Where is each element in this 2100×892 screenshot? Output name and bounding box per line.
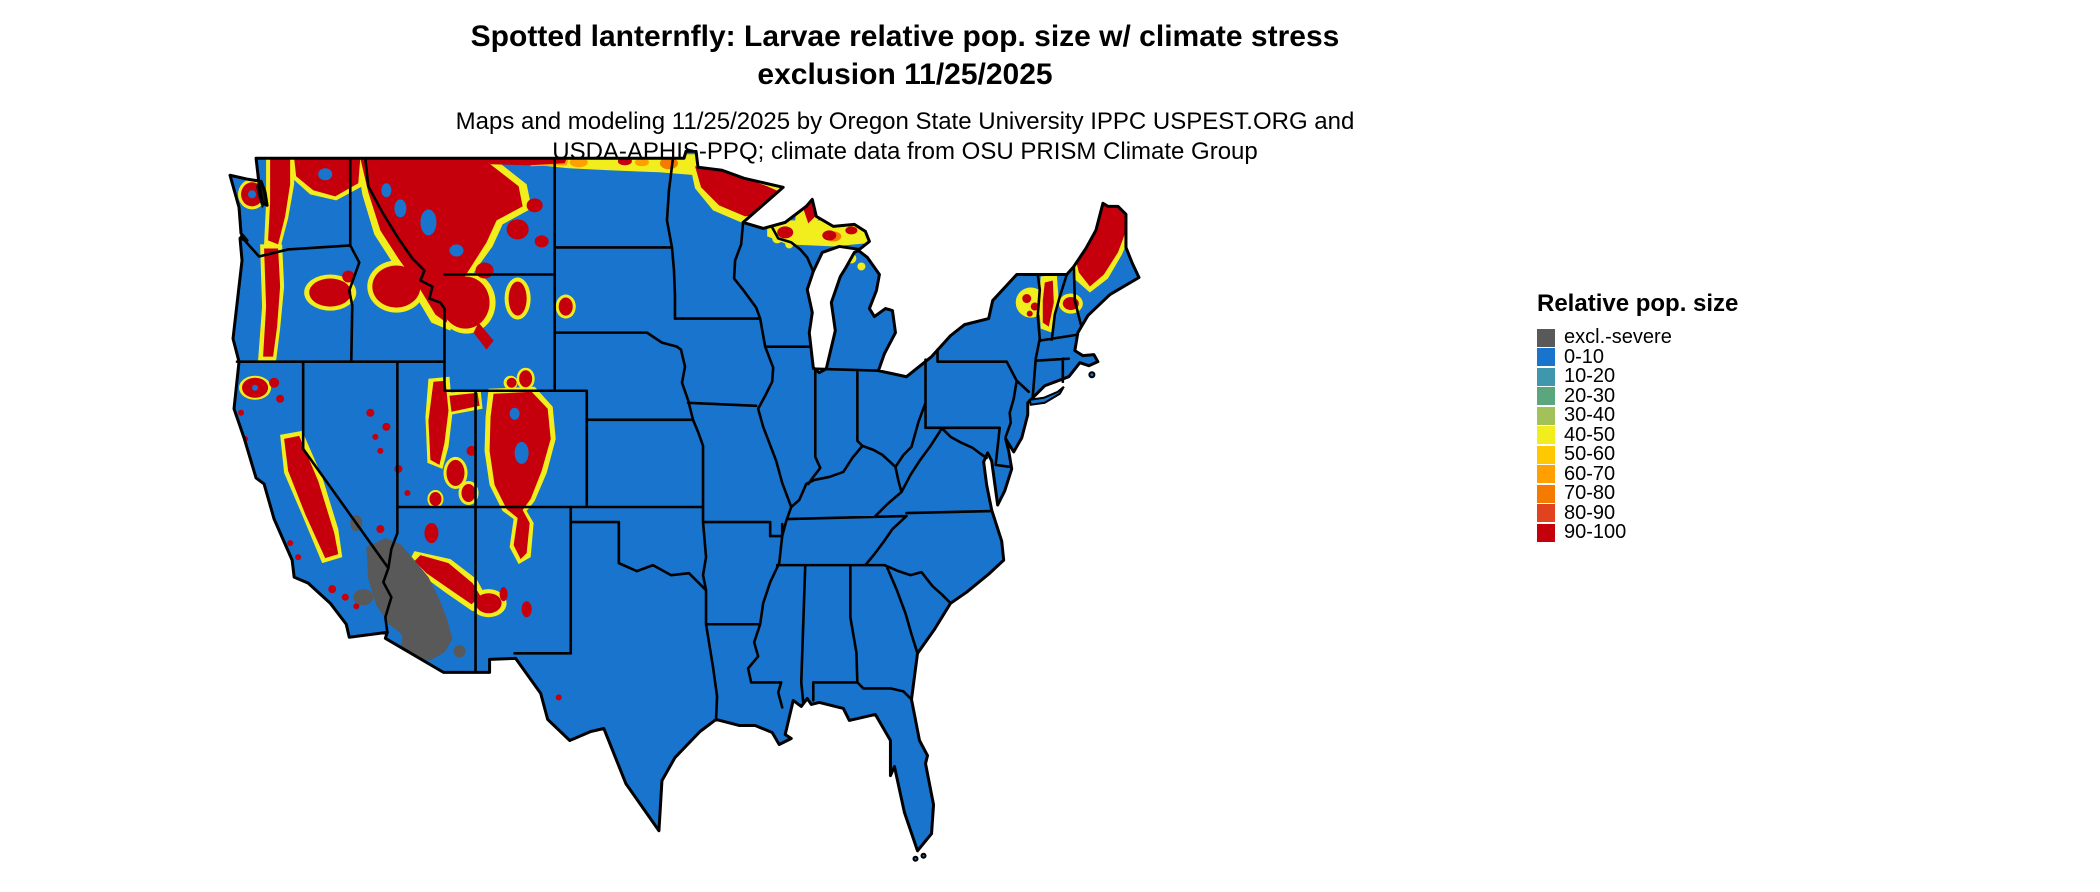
state-borders — [235, 156, 1083, 721]
legend-swatch-30-40 — [1537, 406, 1555, 425]
legend: Relative pop. size excl.-severe 0-10 10-… — [1537, 290, 1738, 543]
legend-label: 50-60 — [1564, 443, 1616, 466]
legend-item-50-60: 50-60 — [1537, 443, 1738, 466]
figure-subtitle: Maps and modeling 11/25/2025 by Oregon S… — [0, 107, 1810, 167]
legend-item-0-10: 0-10 — [1537, 345, 1738, 368]
legend-label: 90-100 — [1564, 521, 1627, 544]
severity-overlay — [238, 154, 1133, 701]
title-line-2: exclusion 11/25/2025 — [757, 58, 1053, 92]
legend-swatch-0-10 — [1537, 348, 1555, 367]
legend-item-60-70: 60-70 — [1537, 462, 1738, 485]
legend-swatch-10-20 — [1537, 367, 1555, 386]
legend-swatch-20-30 — [1537, 387, 1555, 406]
legend-swatch-80-90 — [1537, 504, 1555, 523]
legend-label: 0-10 — [1564, 345, 1605, 368]
subtitle-line-1: Maps and modeling 11/25/2025 by Oregon S… — [455, 107, 1355, 135]
legend-item-40-50: 40-50 — [1537, 423, 1738, 446]
legend-swatch-90-100 — [1537, 523, 1555, 542]
legend-title: Relative pop. size — [1537, 290, 1739, 317]
legend-item-10-20: 10-20 — [1537, 365, 1738, 388]
map-container — [228, 150, 1145, 862]
legend-item-20-30: 20-30 — [1537, 384, 1738, 407]
florida-keys — [920, 852, 927, 859]
legend-label: 80-90 — [1564, 501, 1616, 524]
legend-item-excl-severe: excl.-severe — [1537, 326, 1738, 349]
legend-swatch-60-70 — [1537, 465, 1555, 484]
title-line-1: Spotted lanternfly: Larvae relative pop.… — [470, 20, 1340, 53]
legend-swatch-50-60 — [1537, 445, 1555, 464]
legend-label: 10-20 — [1564, 365, 1616, 388]
legend-label: 30-40 — [1564, 404, 1616, 427]
legend-item-30-40: 30-40 — [1537, 404, 1738, 427]
legend-label: 60-70 — [1564, 462, 1616, 485]
legend-item-80-90: 80-90 — [1537, 501, 1738, 524]
us-map — [228, 150, 1141, 862]
florida-keys-2 — [912, 855, 919, 862]
legend-label: 70-80 — [1564, 482, 1616, 505]
legend-label: 20-30 — [1564, 384, 1616, 407]
nantucket-island — [1088, 371, 1096, 379]
severity-blue-holes — [248, 168, 529, 464]
page-title: Spotted lanternfly: Larvae relative pop.… — [0, 18, 1810, 95]
legend-label: 40-50 — [1564, 423, 1616, 446]
legend-label: excl.-severe — [1564, 326, 1672, 349]
legend-swatch-excl-severe — [1537, 328, 1555, 347]
figure-header: Spotted lanternfly: Larvae relative pop.… — [0, 18, 1810, 167]
legend-item-70-80: 70-80 — [1537, 482, 1738, 505]
legend-swatch-70-80 — [1537, 484, 1555, 503]
long-island — [1028, 385, 1065, 406]
legend-swatch-40-50 — [1537, 426, 1555, 445]
legend-item-90-100: 90-100 — [1537, 521, 1738, 544]
